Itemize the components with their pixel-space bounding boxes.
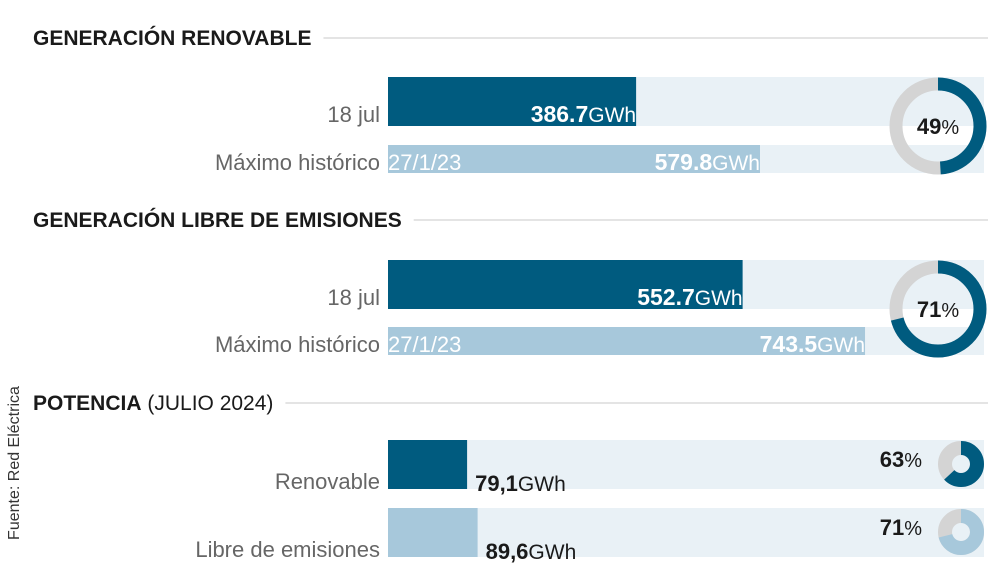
libre-emisiones-bar-0 xyxy=(388,260,743,309)
renovable-value-0: 386.7GWh xyxy=(531,101,636,127)
potencia-row-label-1: Libre de emisiones xyxy=(195,537,380,562)
renovable-date-1: 27/1/23 xyxy=(388,150,461,175)
renovable-row-label-1: Máximo histórico xyxy=(215,150,380,175)
potencia-percent-0: 63% xyxy=(880,447,922,472)
potencia-bar-0 xyxy=(388,440,468,489)
libre-emisiones-row-label-0: 18 jul xyxy=(327,285,380,310)
renovable-row-label-0: 18 jul xyxy=(327,102,380,127)
libre-emisiones-date-1: 27/1/23 xyxy=(388,332,461,357)
libre-emisiones-title: GENERACIÓN LIBRE DE EMISIONES xyxy=(33,208,402,232)
libre-emisiones-value-0: 552.7GWh xyxy=(637,284,742,310)
renovable-value-1: 579.8GWh xyxy=(655,149,760,175)
potencia-donut-0-arc xyxy=(938,441,984,487)
libre-emisiones-bar-1 xyxy=(388,327,866,355)
renovable-bar-0 xyxy=(388,77,637,126)
libre-emisiones-row-label-1: Máximo histórico xyxy=(215,332,380,357)
libre-emisiones-value-1: 743.5GWh xyxy=(760,331,865,357)
libre-emisiones-donut-arc xyxy=(889,260,987,358)
renovable-title: GENERACIÓN RENOVABLE xyxy=(33,26,311,50)
renovable-donut-label: 49% xyxy=(917,114,959,139)
source-note: Fuente: Red Eléctrica xyxy=(6,386,23,540)
potencia-track-0 xyxy=(388,440,984,489)
renovable-bar-1 xyxy=(388,145,760,173)
potencia-value-0: 79,1GWh xyxy=(475,471,566,496)
renovable-donut-arc xyxy=(889,77,987,175)
potencia-donut-1-arc xyxy=(938,509,984,555)
potencia-title: POTENCIA (JULIO 2024) xyxy=(33,392,273,415)
potencia-percent-1: 71% xyxy=(880,515,922,540)
potencia-row-label-0: Renovable xyxy=(275,469,380,494)
libre-emisiones-donut-label: 71% xyxy=(917,297,959,322)
potencia-track-1 xyxy=(388,508,984,557)
potencia-value-1: 89,6GWh xyxy=(486,539,577,564)
potencia-bar-1 xyxy=(388,508,478,557)
